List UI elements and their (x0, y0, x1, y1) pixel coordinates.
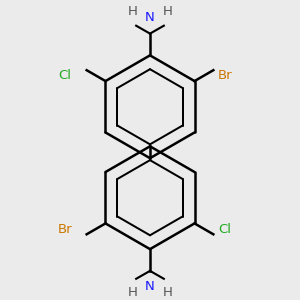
Text: H: H (127, 286, 137, 299)
Text: N: N (145, 11, 155, 24)
Text: Br: Br (218, 69, 232, 82)
Text: Br: Br (58, 223, 72, 236)
Text: H: H (163, 286, 173, 299)
Text: Cl: Cl (58, 69, 71, 82)
Text: N: N (145, 280, 155, 293)
Text: H: H (127, 5, 137, 18)
Text: H: H (163, 5, 173, 18)
Text: Cl: Cl (219, 223, 232, 236)
